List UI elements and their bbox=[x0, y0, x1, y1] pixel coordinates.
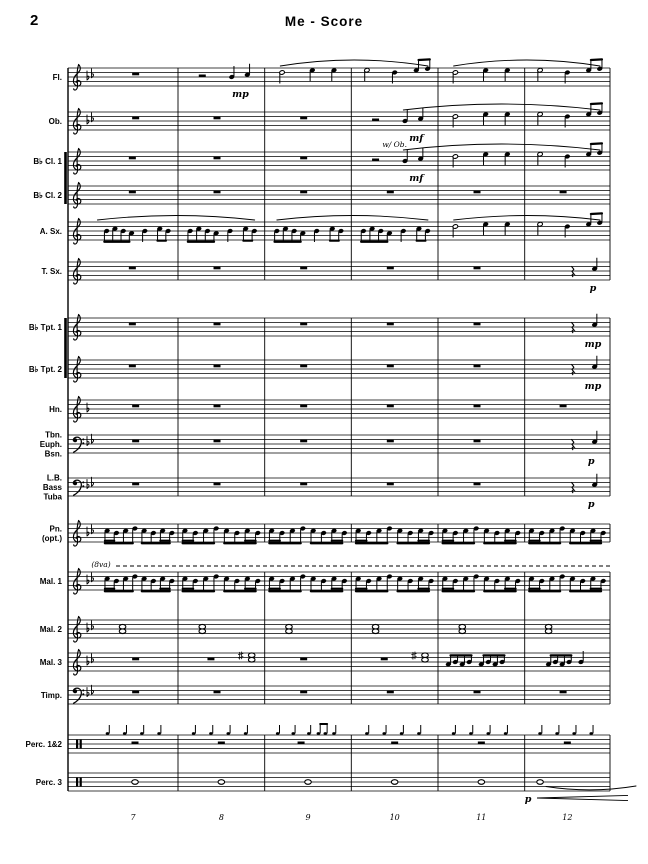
instrument-label-piano: (opt.) bbox=[42, 534, 62, 543]
instrument-label-mallets-1: Mal. 1 bbox=[40, 577, 63, 586]
measure-number: 10 bbox=[390, 813, 400, 822]
treble-clef-icon bbox=[72, 355, 82, 383]
instrument-label-trombone-euphonium-bassoon: Bsn. bbox=[45, 450, 62, 459]
instrument-label-mallets-2: Mal. 2 bbox=[40, 625, 63, 634]
dynamic-marking: mp bbox=[232, 89, 249, 100]
treble-clef-icon bbox=[72, 63, 82, 91]
dynamic-marking: mf bbox=[409, 173, 425, 184]
instrument-label-clarinet-2: B♭ Cl. 2 bbox=[33, 191, 62, 200]
dynamic-marking: p bbox=[588, 499, 595, 510]
instrument-label-low-bass-tuba: Tuba bbox=[43, 493, 62, 502]
dynamic-marking: p bbox=[590, 283, 597, 294]
measure-number: 8 bbox=[219, 813, 224, 822]
instrument-label-alto-sax: A. Sx. bbox=[40, 227, 62, 236]
bass-clef-icon bbox=[72, 436, 82, 453]
dynamic-marking: p bbox=[525, 794, 532, 805]
treble-clef-icon bbox=[72, 181, 82, 209]
instrument-label-timpani: Timp. bbox=[41, 691, 62, 700]
treble-clef-icon bbox=[72, 567, 82, 595]
treble-clef-icon bbox=[72, 395, 82, 423]
instrument-label-horn: Hn. bbox=[49, 405, 62, 414]
measure-number: 11 bbox=[476, 813, 486, 822]
instrument-label-trombone-euphonium-bassoon: Euph. bbox=[40, 440, 62, 449]
instrument-label-tenor-sax: T. Sx. bbox=[42, 267, 62, 276]
dynamic-marking: mp bbox=[585, 339, 602, 350]
treble-clef-icon bbox=[72, 147, 82, 175]
dynamic-marking: (8va) bbox=[91, 560, 110, 569]
instrument-label-mallets-3: Mal. 3 bbox=[40, 658, 63, 667]
page-number: 2 bbox=[30, 12, 39, 29]
score-title: Me - Score bbox=[284, 14, 364, 29]
instrument-label-trumpet-2: B♭ Tpt. 2 bbox=[29, 365, 63, 374]
treble-clef-icon bbox=[72, 615, 82, 643]
instrument-label-piano: Pn. bbox=[50, 524, 62, 533]
treble-clef-icon bbox=[72, 217, 82, 245]
instrument-label-clarinet-1: B♭ Cl. 1 bbox=[33, 157, 62, 166]
instrument-label-percussion-1-2: Perc. 1&2 bbox=[26, 740, 63, 749]
bass-clef-icon bbox=[72, 479, 82, 496]
treble-clef-icon bbox=[72, 257, 82, 285]
instrument-label-low-bass-tuba: Bass bbox=[43, 483, 63, 492]
instrument-label-flute: Fl. bbox=[53, 73, 62, 82]
treble-clef-icon bbox=[72, 648, 82, 676]
dynamic-marking: p bbox=[588, 456, 595, 467]
instrument-label-oboe: Ob. bbox=[49, 117, 62, 126]
dynamic-marking: mp bbox=[585, 381, 602, 392]
measure-number: 9 bbox=[305, 813, 310, 822]
treble-clef-icon bbox=[72, 107, 82, 135]
treble-clef-icon bbox=[72, 519, 82, 547]
instrument-label-low-bass-tuba: L.B. bbox=[47, 474, 62, 483]
instrument-label-percussion-3: Perc. 3 bbox=[36, 778, 63, 787]
treble-clef-icon bbox=[72, 313, 82, 341]
instrument-label-trumpet-1: B♭ Tpt. 1 bbox=[29, 323, 63, 332]
dynamic-marking: mf bbox=[409, 133, 425, 144]
instrument-label-trombone-euphonium-bassoon: Tbn. bbox=[45, 431, 62, 440]
dynamic-marking: w/ Ob. bbox=[382, 140, 407, 149]
measure-number: 12 bbox=[562, 813, 572, 822]
measure-number: 7 bbox=[130, 813, 136, 822]
bass-clef-icon bbox=[72, 687, 82, 704]
